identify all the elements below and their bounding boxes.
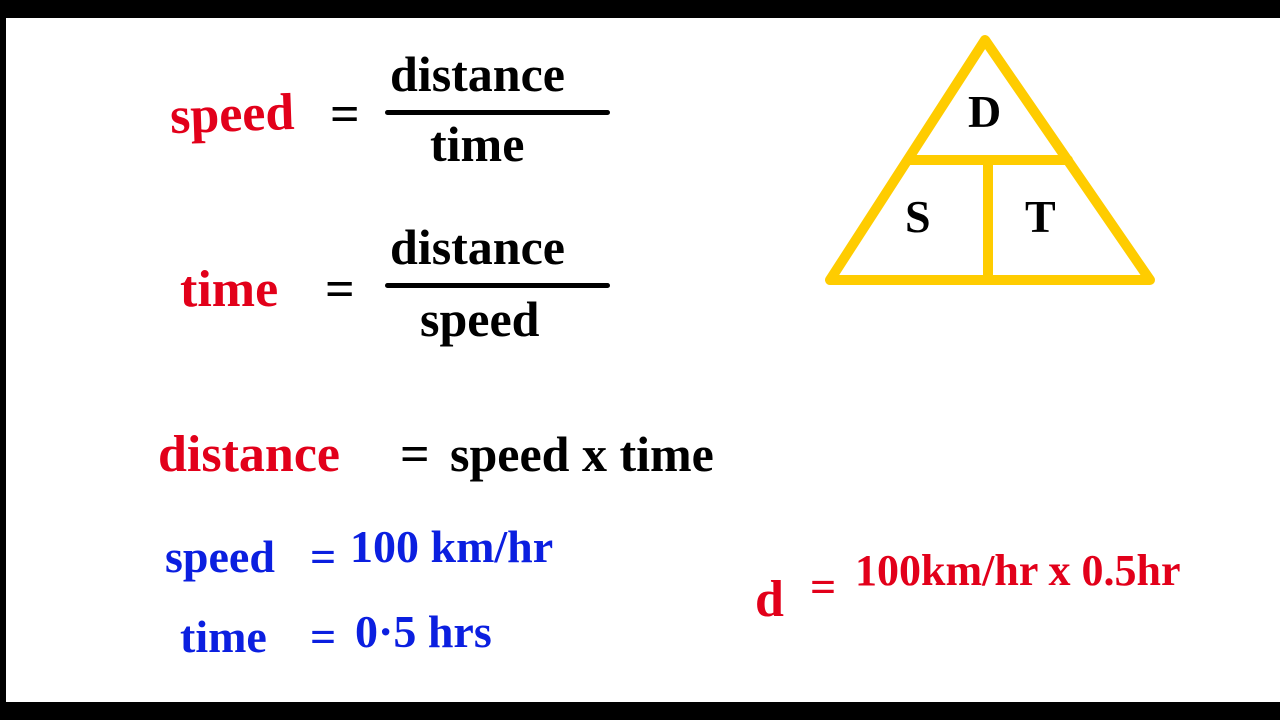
- letterbox-left: [0, 0, 6, 720]
- time-numerator: distance: [390, 218, 565, 276]
- time-denominator: speed: [420, 290, 539, 348]
- speed-numerator: distance: [390, 45, 565, 103]
- ex-speed-eq: =: [310, 530, 336, 583]
- triangle-s: S: [905, 190, 931, 243]
- speed-lhs: speed: [169, 83, 295, 146]
- ex-d-value: 100km/hr x 0.5hr: [855, 545, 1181, 596]
- ex-time-value: 0·5 hrs: [355, 605, 492, 658]
- time-lhs: time: [180, 260, 278, 319]
- ex-speed-label: speed: [165, 530, 275, 583]
- triangle-d: D: [968, 85, 1001, 138]
- ex-d-eq: =: [810, 560, 836, 613]
- distance-eq: =: [400, 425, 430, 484]
- time-fraction-bar: [385, 283, 610, 288]
- ex-d-label: d: [755, 570, 784, 629]
- letterbox-top: [0, 0, 1280, 18]
- whiteboard: speed = distance time time = distance sp…: [0, 0, 1280, 720]
- speed-denominator: time: [430, 115, 524, 173]
- ex-time-label: time: [180, 610, 267, 663]
- ex-time-eq: =: [310, 610, 336, 663]
- speed-eq: =: [330, 85, 360, 144]
- distance-lhs: distance: [158, 425, 340, 484]
- triangle-t: T: [1025, 190, 1056, 243]
- letterbox-bottom: [0, 702, 1280, 720]
- distance-rhs: speed x time: [450, 425, 714, 483]
- ex-speed-value: 100 km/hr: [350, 520, 553, 573]
- time-eq: =: [325, 260, 355, 319]
